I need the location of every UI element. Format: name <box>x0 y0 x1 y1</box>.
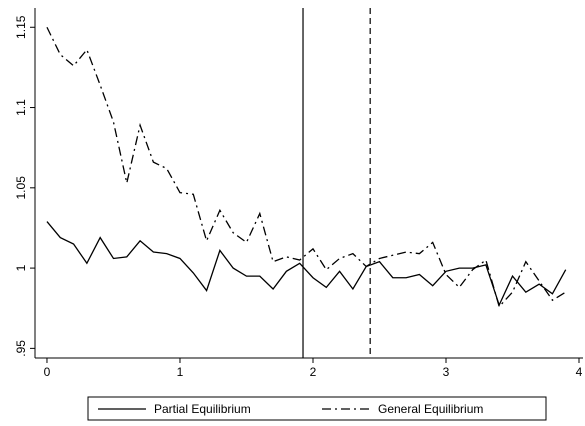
y-tick-label: 1.1 <box>14 99 28 116</box>
legend-label: General Equilibrium <box>378 402 483 416</box>
legend-box <box>87 396 547 421</box>
x-tick-label: 3 <box>443 365 450 379</box>
x-tick-label: 2 <box>310 365 317 379</box>
y-tick-label: .95 <box>14 340 28 357</box>
y-tick-label: 1 <box>14 264 28 271</box>
y-tick-label: 1.05 <box>14 176 28 200</box>
data-line <box>46 26 567 308</box>
x-tick-label: 1 <box>177 365 184 379</box>
x-tick-label: 4 <box>576 365 583 379</box>
data-line <box>46 221 567 307</box>
x-tick-label: 0 <box>44 365 51 379</box>
legend-label: Partial Equilibrium <box>154 402 251 416</box>
y-tick-label: 1.15 <box>14 15 28 39</box>
